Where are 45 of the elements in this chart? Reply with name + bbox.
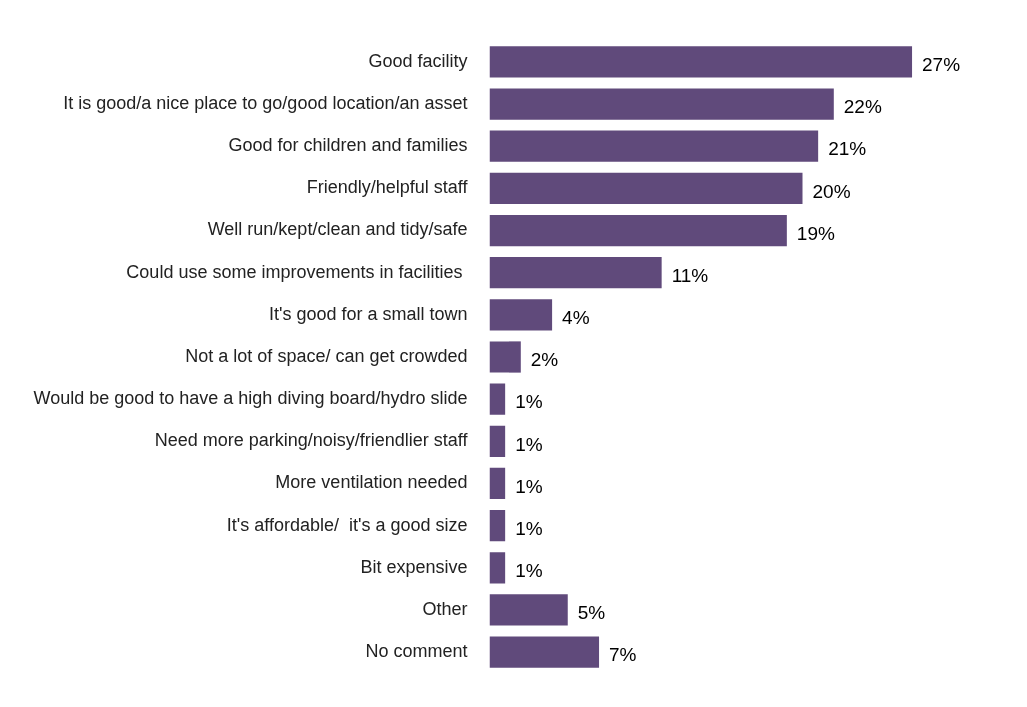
bar: [489, 552, 506, 584]
bar: [489, 636, 600, 668]
y-tick-label: Could use some improvements in facilities: [126, 261, 468, 282]
y-tick-label: Not a lot of space/ can get crowded: [185, 345, 468, 366]
bar: [489, 594, 568, 626]
y-tick-label: It's affordable/ it's a good size: [226, 514, 468, 535]
y-tick-label: Good facility: [368, 50, 468, 71]
data-label: 1%: [515, 560, 543, 582]
data-label: 4%: [562, 307, 590, 329]
y-tick-label: It is good/a nice place to go/good location/an asset: [63, 93, 468, 114]
y-tick-label: Well run/kept/clean and tidy/safe: [207, 219, 468, 240]
data-label: 19%: [796, 222, 835, 244]
y-tick-label: Bit expensive: [360, 556, 468, 577]
bar: [489, 214, 787, 247]
data-label: 22%: [843, 96, 882, 118]
data-label: 7%: [609, 644, 637, 666]
bar: [489, 383, 506, 415]
y-tick-label: Need more parking/noisy/friendlier staff: [154, 430, 469, 451]
bar: [489, 510, 506, 542]
bar: [489, 88, 834, 120]
y-tick-label: No comment: [365, 641, 468, 662]
y-tick-label: Good for children and families: [228, 135, 468, 156]
data-label: 20%: [812, 180, 851, 202]
data-label: 11%: [671, 264, 709, 286]
data-label: 5%: [577, 602, 606, 624]
bar: [489, 467, 506, 500]
data-label: 1%: [515, 433, 543, 455]
y-tick-label: Other: [422, 598, 468, 619]
bar: [489, 130, 819, 162]
data-label: 21%: [828, 138, 867, 160]
bar: [489, 257, 662, 289]
bar: [489, 172, 803, 204]
y-tick-label: It's good for a small town: [268, 303, 468, 324]
y-tick-label: More ventilation needed: [275, 472, 468, 493]
bar: [489, 46, 913, 78]
data-label: 1%: [515, 391, 543, 413]
data-label: 1%: [515, 475, 543, 497]
data-label: 2%: [530, 349, 559, 371]
bar: [489, 425, 506, 457]
bar: [489, 341, 521, 373]
y-tick-label: Would be good to have a high diving board/hydro slide: [33, 388, 468, 409]
data-label: 27%: [922, 54, 961, 76]
bar: [489, 299, 553, 331]
data-label: 1%: [515, 517, 543, 539]
y-tick-label: Friendly/helpful staff: [306, 177, 469, 198]
